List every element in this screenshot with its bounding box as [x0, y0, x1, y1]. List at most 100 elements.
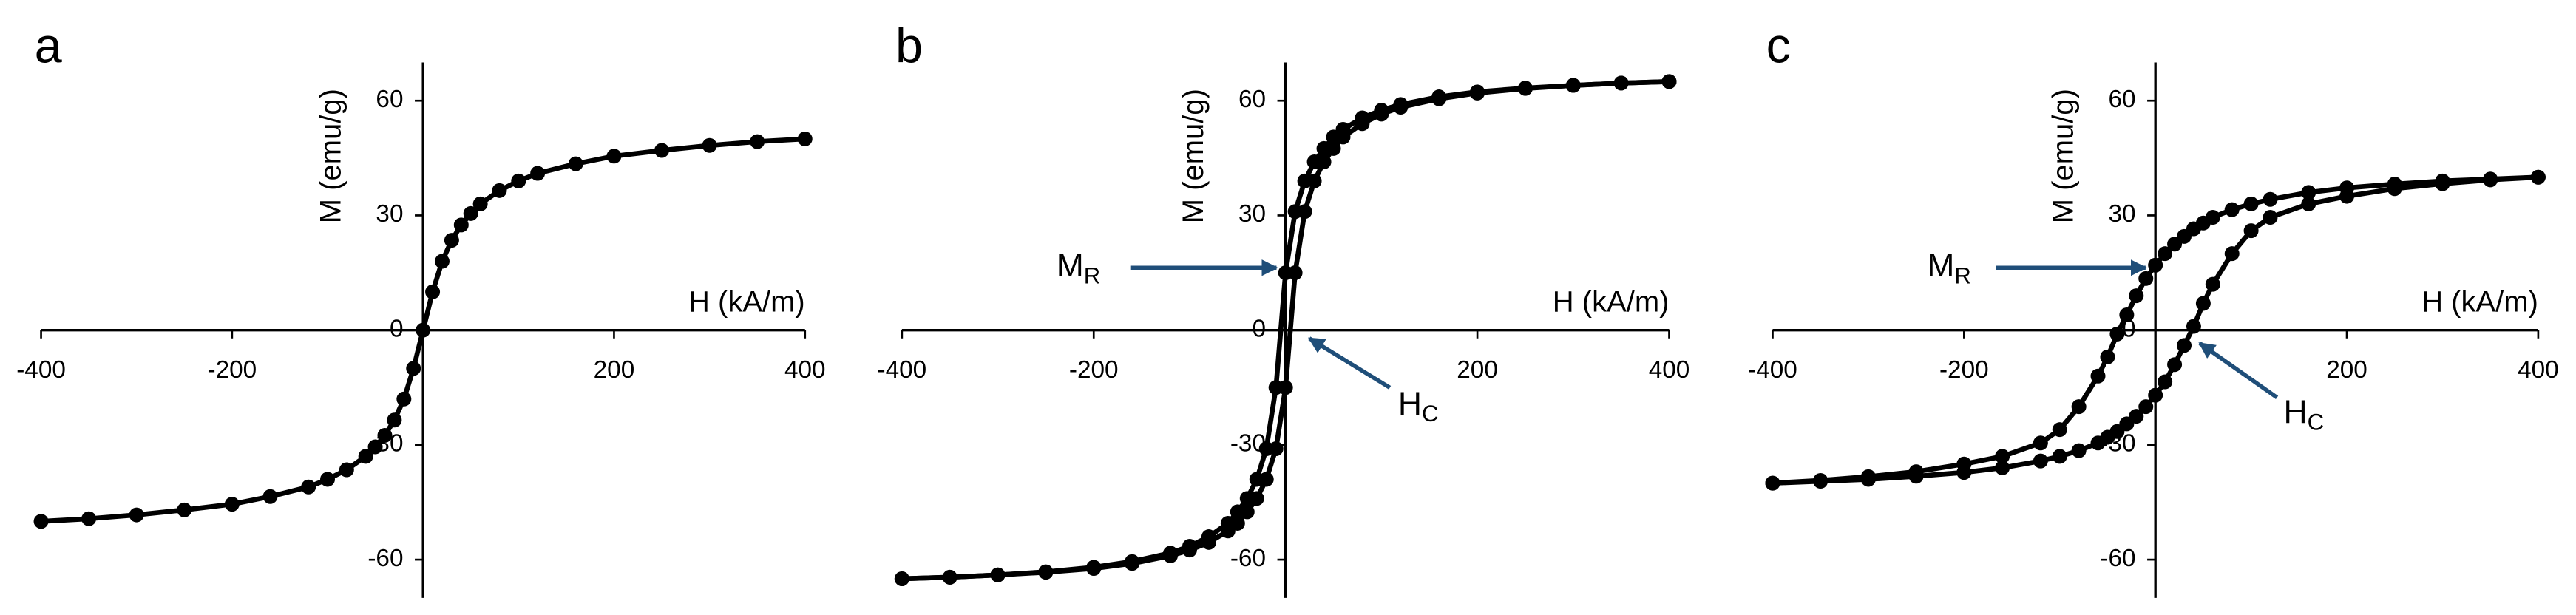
- data-point: [2138, 399, 2154, 415]
- y-tick-label: -60: [367, 545, 403, 572]
- data-point: [1765, 475, 1780, 491]
- data-point: [1908, 469, 1924, 484]
- annotation-text: H: [1398, 386, 1422, 422]
- data-point: [2435, 176, 2450, 191]
- data-point: [2148, 387, 2163, 403]
- data-point: [2339, 188, 2355, 204]
- annotation-text: M: [1927, 248, 1954, 284]
- data-point: [1860, 472, 1876, 487]
- data-point: [1335, 129, 1351, 145]
- y-tick-label: -60: [2100, 545, 2135, 572]
- data-point: [1038, 565, 1054, 580]
- data-point: [1393, 100, 1409, 115]
- data-point: [81, 511, 97, 526]
- data-point: [1258, 472, 1274, 487]
- data-point: [2263, 210, 2278, 225]
- data-point: [750, 134, 765, 149]
- data-point: [2033, 453, 2048, 469]
- data-point: [2071, 399, 2087, 415]
- x-tick-label: -200: [208, 356, 257, 384]
- annotation: MR: [1927, 248, 1970, 289]
- data-point: [1661, 74, 1677, 89]
- data-point: [463, 205, 478, 221]
- data-point: [1355, 116, 1370, 132]
- data-point: [2071, 443, 2087, 458]
- data-point: [301, 479, 316, 495]
- data-point: [224, 497, 240, 512]
- annotation-subscript: C: [2308, 410, 2324, 435]
- data-point: [702, 137, 717, 153]
- y-tick-label: 30: [2108, 200, 2135, 228]
- y-tick-label: 0: [390, 315, 404, 342]
- annotation-text: M: [1057, 248, 1084, 284]
- data-point: [1431, 91, 1447, 106]
- data-point: [1125, 556, 1140, 571]
- data-point: [1813, 474, 1828, 489]
- y-tick-label: 60: [1238, 86, 1266, 113]
- data-point: [1287, 265, 1303, 281]
- data-point: [434, 254, 450, 269]
- data-point: [894, 571, 909, 586]
- data-point: [2100, 349, 2115, 364]
- data-point: [2186, 319, 2201, 334]
- annotation-subscript: R: [1084, 263, 1100, 289]
- data-point: [1163, 548, 1179, 563]
- data-point: [1374, 106, 1389, 122]
- data-point: [2263, 191, 2278, 207]
- x-tick-label: -400: [16, 356, 66, 384]
- panel-label: a: [35, 18, 63, 73]
- annotation-text: H: [2283, 394, 2307, 430]
- data-point: [2205, 276, 2220, 292]
- data-point: [2138, 271, 2154, 286]
- x-axis-label: H (kA/m): [1553, 286, 1670, 319]
- data-point: [2243, 196, 2259, 211]
- data-point: [2195, 296, 2211, 311]
- data-point: [492, 183, 507, 198]
- y-axis-label: M (emu/g): [1177, 89, 1210, 223]
- data-point: [2090, 368, 2106, 384]
- data-point: [444, 233, 459, 248]
- data-point: [2167, 357, 2183, 373]
- y-axis-label: M (emu/g): [315, 89, 348, 223]
- annotation-arrow: [1307, 336, 1392, 390]
- panel-label: c: [1766, 18, 1791, 73]
- data-point: [511, 173, 526, 188]
- x-tick-label: 200: [1457, 356, 1498, 384]
- data-point: [1297, 204, 1312, 220]
- x-tick-label: 200: [594, 356, 635, 384]
- data-point: [2158, 374, 2173, 390]
- data-point: [1249, 491, 1264, 506]
- x-tick-label: -200: [1069, 356, 1119, 384]
- data-point: [2158, 246, 2173, 262]
- data-point: [2033, 435, 2048, 451]
- y-tick-label: 30: [1238, 200, 1266, 228]
- data-point: [942, 569, 957, 585]
- data-point: [654, 143, 670, 158]
- data-point: [453, 217, 469, 233]
- data-point: [2387, 181, 2402, 197]
- data-point: [1956, 465, 1972, 480]
- annotation: HC: [2283, 394, 2324, 435]
- data-point: [1239, 504, 1255, 520]
- data-point: [2224, 202, 2240, 217]
- data-point: [320, 472, 335, 487]
- x-tick-label: -400: [878, 356, 927, 384]
- y-tick-label: 0: [1252, 315, 1266, 342]
- data-point: [2052, 422, 2067, 438]
- data-point: [1086, 561, 1102, 576]
- data-point: [530, 166, 546, 181]
- x-tick-label: 400: [784, 356, 826, 384]
- y-tick-label: 60: [376, 86, 403, 113]
- data-point: [606, 149, 622, 164]
- data-point: [416, 322, 431, 338]
- data-point: [2052, 449, 2067, 464]
- x-tick-label: 400: [2518, 356, 2559, 384]
- data-point: [568, 156, 583, 171]
- data-point: [339, 462, 354, 478]
- y-tick-label: -60: [1230, 545, 1266, 572]
- data-point: [2301, 185, 2316, 200]
- data-point: [2224, 246, 2240, 262]
- data-point: [358, 449, 373, 464]
- annotation-arrow: [2198, 342, 2279, 400]
